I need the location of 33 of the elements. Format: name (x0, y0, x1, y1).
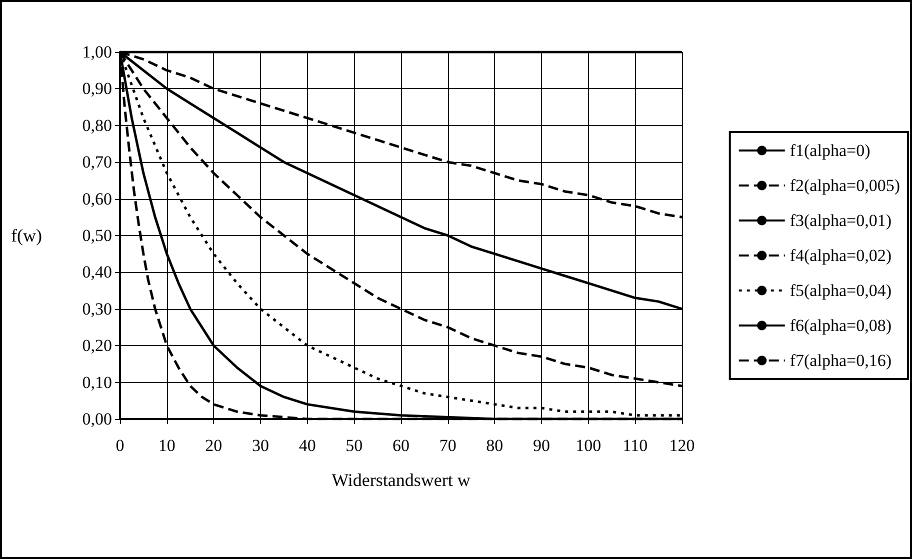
y-tick-label: 0,80 (82, 116, 112, 135)
x-tick-label: 110 (622, 436, 648, 455)
y-tick-label: 0,30 (82, 299, 112, 318)
y-tick-label: 0,20 (82, 336, 112, 356)
legend-label: f2(alpha=0,005) (790, 176, 900, 195)
legend-label: f4(alpha=0,02) (790, 246, 892, 265)
legend-label: f1(alpha=0) (790, 141, 870, 160)
y-tick-label: 0,10 (82, 372, 112, 392)
x-tick-label: 70 (439, 436, 456, 455)
y-tick-label: 0,60 (82, 189, 112, 208)
legend-label: f5(alpha=0,04) (790, 281, 892, 300)
y-tick-label: 0,40 (82, 262, 112, 282)
x-tick-label: 50 (346, 436, 363, 455)
x-tick-label: 20 (205, 436, 222, 455)
y-tick-label: 1,00 (82, 42, 112, 62)
legend-label: f6(alpha=0,08) (790, 316, 892, 335)
x-tick-label: 40 (298, 436, 316, 455)
x-tick-label: 10 (158, 436, 176, 455)
y-tick-label: 0,50 (82, 226, 112, 245)
x-tick-label: 60 (392, 436, 410, 455)
y-tick-label: 0,70 (82, 152, 112, 172)
x-tick-label: 30 (252, 436, 269, 455)
y-tick-label: 0,90 (82, 79, 112, 98)
y-tick-label: 0,00 (82, 410, 112, 428)
legend-label: f3(alpha=0,01) (790, 211, 892, 230)
x-tick-label: 120 (669, 436, 695, 455)
legend-label: f7(alpha=0,16) (790, 351, 892, 370)
x-tick-label: 80 (486, 436, 504, 455)
y-axis-title: f(w) (11, 226, 42, 246)
x-tick-label: 0 (116, 436, 124, 455)
x-tick-label: 90 (533, 436, 550, 455)
x-tick-label: 100 (576, 436, 602, 455)
x-axis-title: Widerstandswert w (332, 470, 470, 490)
